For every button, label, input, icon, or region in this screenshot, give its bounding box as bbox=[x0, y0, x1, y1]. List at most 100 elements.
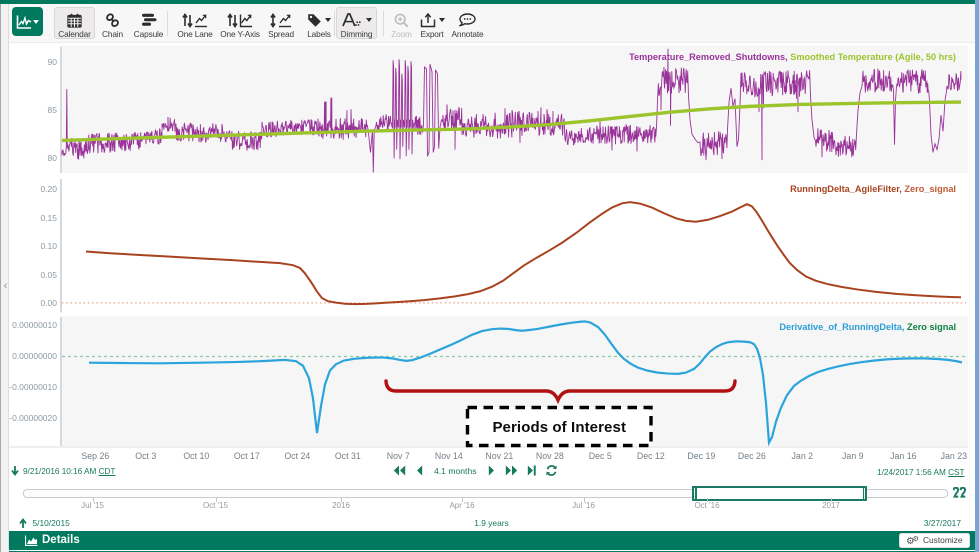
x-axis-label: Nov 28 bbox=[535, 451, 564, 461]
y-axis-label: -0.00000020 bbox=[9, 413, 57, 424]
investigate-range-end: 3/27/2017 bbox=[923, 518, 961, 528]
start-datetime-text[interactable]: 9/21/2016 10:16 AM bbox=[23, 467, 97, 476]
trend-toolbar: Calendar Chain Capsule One Lane One Y-Axis Sp… bbox=[9, 3, 975, 43]
zoom-icon bbox=[387, 13, 416, 28]
toolbar-button-labels[interactable]: Labels bbox=[302, 7, 336, 39]
step-back-icon[interactable] bbox=[416, 465, 423, 476]
expand-range-icon[interactable] bbox=[953, 486, 966, 499]
details-toggle[interactable]: Details bbox=[25, 534, 80, 546]
legend-item[interactable]: Zero signal bbox=[906, 322, 956, 332]
toolbar-button-label: Export bbox=[420, 28, 444, 39]
step-forward-full-icon[interactable] bbox=[505, 465, 518, 476]
y-axis-label: 0.15 bbox=[40, 212, 57, 223]
toolbar-button-one-lane[interactable]: One Lane bbox=[170, 7, 220, 39]
toolbar-button-label: One Y-Axis bbox=[220, 28, 260, 39]
lane-legend: RunningDelta_AgileFilter, Zero_signal bbox=[790, 184, 956, 194]
toolbar-button-export[interactable]: Export bbox=[416, 7, 448, 39]
toolbar-button-dimming[interactable]: Dimming bbox=[336, 6, 377, 39]
toolbar-button-annotate[interactable]: Annotate bbox=[447, 7, 488, 39]
export-icon bbox=[417, 12, 447, 28]
x-axis-label: Jan 9 bbox=[842, 451, 864, 461]
x-axis-label: Nov 14 bbox=[434, 451, 463, 461]
x-axis-label: Dec 19 bbox=[687, 451, 716, 461]
x-axis-label: Oct 3 bbox=[135, 451, 157, 461]
series-RunningDelta_AgileFilter bbox=[85, 201, 962, 306]
customize-label: Customize bbox=[922, 535, 963, 546]
legend-item[interactable]: Smoothed Temperature (Agile, 50 hrs) bbox=[790, 51, 956, 62]
toolbar-button-capsule[interactable]: Capsule bbox=[129, 7, 168, 39]
toolbar-button-label: Labels bbox=[307, 28, 331, 39]
lane-background bbox=[62, 45, 968, 173]
lane-legend: Temperature_Removed_Shutdowns, Smoothed … bbox=[629, 52, 956, 62]
timebar-right-handle[interactable] bbox=[862, 486, 867, 501]
end-datetime: 1/24/2017 1:56 AM CST bbox=[877, 468, 964, 477]
y-axis-label: 0.00000010 bbox=[12, 320, 57, 331]
end-datetime-text[interactable]: 1/24/2017 1:56 AM bbox=[877, 468, 946, 477]
investigate-range-row: 5/10/2015 1.9 years 3/27/2017 bbox=[9, 514, 974, 530]
annotation-box bbox=[465, 405, 653, 448]
toolbar-button-label: Zoom bbox=[391, 28, 412, 39]
timebar-selected-range[interactable] bbox=[692, 486, 867, 501]
refresh-icon[interactable] bbox=[545, 465, 557, 476]
toolbar-separator bbox=[166, 10, 168, 36]
end-timezone-link[interactable]: CST bbox=[948, 468, 965, 477]
toolbar-button-one-y-axis[interactable]: One Y-Axis bbox=[216, 7, 264, 39]
start-datetime: 9/21/2016 10:16 AM CDT bbox=[23, 467, 115, 476]
x-axis-label: Jan 16 bbox=[890, 451, 917, 461]
timebar-track[interactable] bbox=[23, 488, 948, 498]
annotation-brace bbox=[384, 379, 737, 405]
timebar-label: Apr '16 bbox=[449, 501, 475, 510]
x-axis-label: Jan 23 bbox=[940, 451, 967, 461]
legend-item[interactable]: Temperature_Removed_Shutdowns, bbox=[629, 51, 791, 62]
timebar-tick bbox=[92, 498, 94, 502]
x-axis-label: Oct 10 bbox=[183, 451, 210, 461]
display-range-start[interactable]: 9/21/2016 10:16 AM CDT bbox=[11, 466, 115, 477]
toolbar-separator bbox=[333, 10, 335, 36]
labels-icon bbox=[303, 13, 335, 28]
start-timezone-link[interactable]: CDT bbox=[98, 467, 116, 476]
gears-icon: ⚙⚙ bbox=[906, 534, 919, 547]
timebar-tick bbox=[831, 498, 832, 502]
step-forward-icon[interactable] bbox=[488, 465, 495, 476]
panel-collapse-chevron-icon[interactable]: ‹ bbox=[3, 279, 8, 292]
y-axis-label: 0.00 bbox=[40, 297, 57, 308]
y-axis-label: 80 bbox=[47, 153, 57, 164]
worksheet-panel-collapsed-rail[interactable]: ‹ bbox=[0, 3, 9, 552]
step-back-full-icon[interactable] bbox=[393, 465, 406, 476]
step-to-end-icon[interactable] bbox=[527, 465, 536, 476]
view-mode-button[interactable] bbox=[12, 7, 43, 36]
x-axis-label: Dec 26 bbox=[737, 451, 766, 461]
timebar-label: 2016 bbox=[332, 501, 350, 510]
display-range-duration[interactable]: 4.1 months bbox=[434, 465, 477, 476]
legend-item[interactable]: RunningDelta_AgileFilter, bbox=[790, 184, 905, 194]
timebar-tick bbox=[707, 498, 708, 502]
investigate-range-start: 5/10/2015 bbox=[19, 517, 70, 528]
area-chart-icon bbox=[25, 535, 38, 546]
details-bar[interactable]: Details ⚙⚙ Customize bbox=[9, 531, 975, 550]
toolbar-button-label: Calendar bbox=[58, 28, 91, 39]
toolbar-button-calendar[interactable]: Calendar bbox=[54, 6, 95, 39]
timebar-left-handle[interactable] bbox=[692, 486, 697, 501]
y-axis-label: 0.00000000 bbox=[12, 351, 57, 362]
annotate-icon bbox=[448, 13, 487, 28]
legend-item[interactable]: Derivative_of_RunningDelta, bbox=[779, 322, 907, 332]
display-range-end[interactable]: 1/24/2017 1:56 AM CST bbox=[877, 468, 964, 477]
toolbar-button-label: Chain bbox=[102, 28, 123, 39]
timebar-label: Oct '15 bbox=[202, 501, 229, 510]
y-axis-label: -0.00000010 bbox=[9, 382, 57, 393]
one-lane-icon bbox=[171, 12, 219, 28]
dimming-icon bbox=[337, 13, 376, 28]
annotation-text: Periods of Interest bbox=[492, 418, 627, 436]
capsule-icon bbox=[130, 13, 167, 28]
y-axis-label: 0.05 bbox=[40, 269, 57, 280]
legend-item[interactable]: Zero_signal bbox=[904, 184, 956, 194]
customize-button[interactable]: ⚙⚙ Customize bbox=[899, 533, 970, 548]
toolbar-button-zoom: Zoom bbox=[386, 7, 417, 39]
arrow-down-icon bbox=[11, 466, 19, 476]
toolbar-button-label: Spread bbox=[268, 28, 294, 39]
investigate-range-duration: 1.9 years bbox=[474, 518, 509, 528]
toolbar-button-chain[interactable]: Chain bbox=[97, 7, 128, 39]
x-axis-label: Oct 24 bbox=[284, 451, 311, 461]
toolbar-button-spread[interactable]: Spread bbox=[261, 7, 301, 39]
